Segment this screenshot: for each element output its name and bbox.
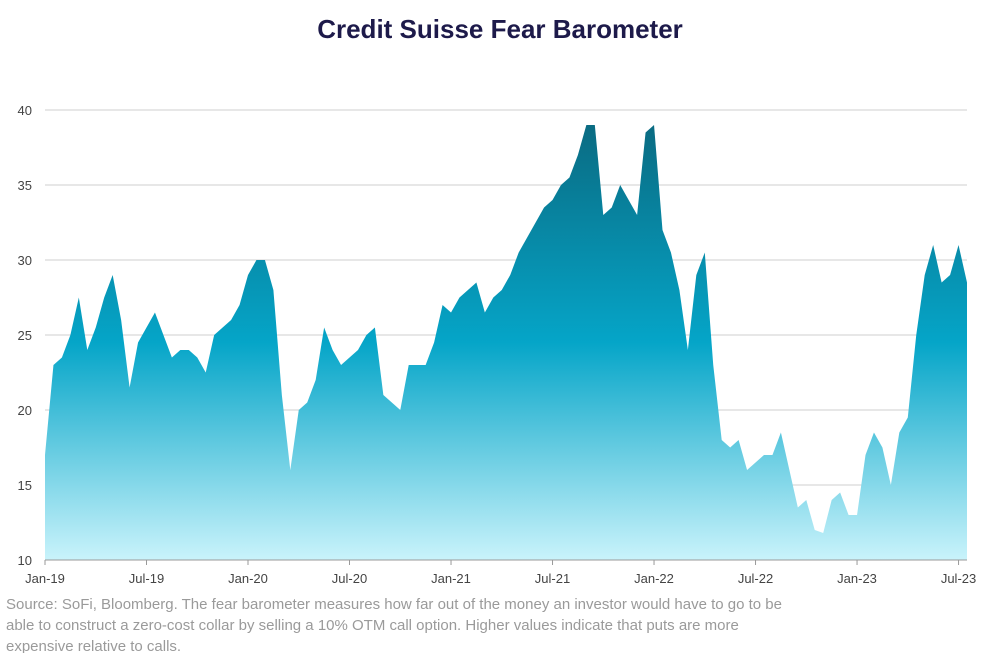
source-note: Source: SoFi, Bloomberg. The fear barome… [6, 596, 782, 653]
y-tick-label: 15 [18, 478, 32, 493]
area [45, 125, 967, 560]
x-tick-label: Jul-22 [738, 571, 773, 586]
chart-title: Credit Suisse Fear Barometer [317, 14, 683, 44]
x-tick-label: Jan-19 [25, 571, 65, 586]
x-tick-label: Jul-21 [535, 571, 570, 586]
y-tick-label: 30 [18, 253, 32, 268]
x-tick-label: Jan-21 [431, 571, 471, 586]
y-tick-label: 25 [18, 328, 32, 343]
x-tick-label: Jul-23 [941, 571, 976, 586]
x-tick-label: Jul-19 [129, 571, 164, 586]
chart: 10 15 20 25 30 35 40 Jan-19 Jul-19 Jan-20 Jul-20 Ja… [18, 103, 977, 586]
y-tick-label: 20 [18, 403, 32, 418]
y-tick-label: 10 [18, 553, 32, 568]
x-tick-label: Jan-23 [837, 571, 877, 586]
y-tick-label: 35 [18, 178, 32, 193]
y-tick-label: 40 [18, 103, 32, 118]
x-tick-label: Jan-22 [634, 571, 674, 586]
x-tick-label: Jan-20 [228, 571, 268, 586]
x-tick-label: Jul-20 [332, 571, 367, 586]
